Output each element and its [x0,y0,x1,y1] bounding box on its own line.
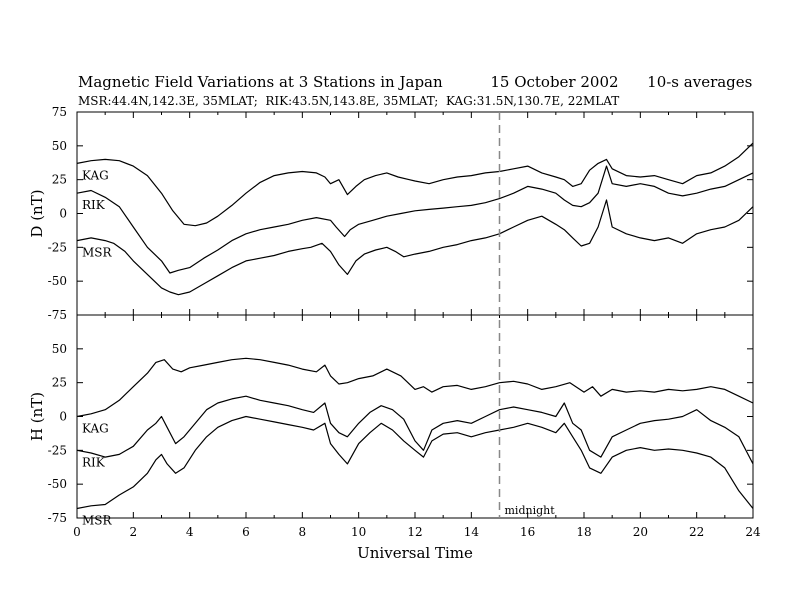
d-ytick-label: 0 [59,207,67,221]
d-ytick-label: -50 [48,274,67,288]
midnight-label: midnight [505,504,556,517]
h-ytick-label: 0 [59,410,67,424]
d-series-msr [76,199,754,296]
d-ytick-label: -25 [48,240,67,254]
d-series-label-rik: RIK [82,198,106,212]
h-series-label-rik: RIK [82,455,106,469]
h-series-msr [76,415,754,510]
d-ytick-label: 25 [52,173,67,187]
xtick-label: 2 [130,525,138,539]
d-ytick-label: 50 [52,139,67,153]
xtick-label: 4 [186,525,194,539]
h-series-label-msr: MSR [82,514,113,528]
xtick-label: 12 [407,525,422,539]
x-axis-label: Universal Time [357,544,473,562]
station-coordinates: MSR:44.4N,142.3E, 35MLAT; RIK:43.5N,143.… [78,94,620,108]
d-component-panel: 75 50 25 0 -25 -50 -75 D (nT) KAG RIK MSR [28,105,754,322]
chart-overlay: midnight [498,112,556,518]
h-panel-frame [76,314,754,519]
chart-title: Magnetic Field Variations at 3 Stations … [78,73,752,91]
title-text: Magnetic Field Variations at 3 Stations … [78,73,443,91]
d-ytick-label: -75 [48,308,67,322]
h-axis-label: H (nT) [28,392,46,441]
d-series-label-kag: KAG [82,168,109,182]
d-series-rik [76,165,754,274]
h-series-kag [76,357,754,418]
title-date: 15 October 2002 [490,73,619,91]
xtick-label: 24 [745,525,761,539]
xtick-label: 14 [464,525,480,539]
xtick-label: 16 [520,525,535,539]
h-ytick-label: -25 [48,443,67,457]
xtick-label: 18 [576,525,591,539]
xtick-label: 10 [351,525,366,539]
xtick-label: 6 [242,525,250,539]
d-series-label-msr: MSR [82,246,113,260]
xtick-label: 0 [73,525,81,539]
h-series-label-kag: KAG [82,422,109,436]
h-ytick-label: 25 [52,376,67,390]
xtick-label: 20 [633,525,648,539]
h-ytick-label: -50 [48,477,67,491]
xtick-label: 8 [299,525,307,539]
d-axis-label: D (nT) [28,189,46,237]
h-ytick-label: -75 [48,511,67,525]
d-panel-frame [76,111,754,316]
title-averaging: 10-s averages [647,73,753,91]
xtick-label: 22 [689,525,704,539]
h-ytick-label: 50 [52,342,67,356]
h-series-rik [76,395,754,465]
d-series-kag [76,142,754,227]
d-ytick-label: 75 [52,105,67,119]
